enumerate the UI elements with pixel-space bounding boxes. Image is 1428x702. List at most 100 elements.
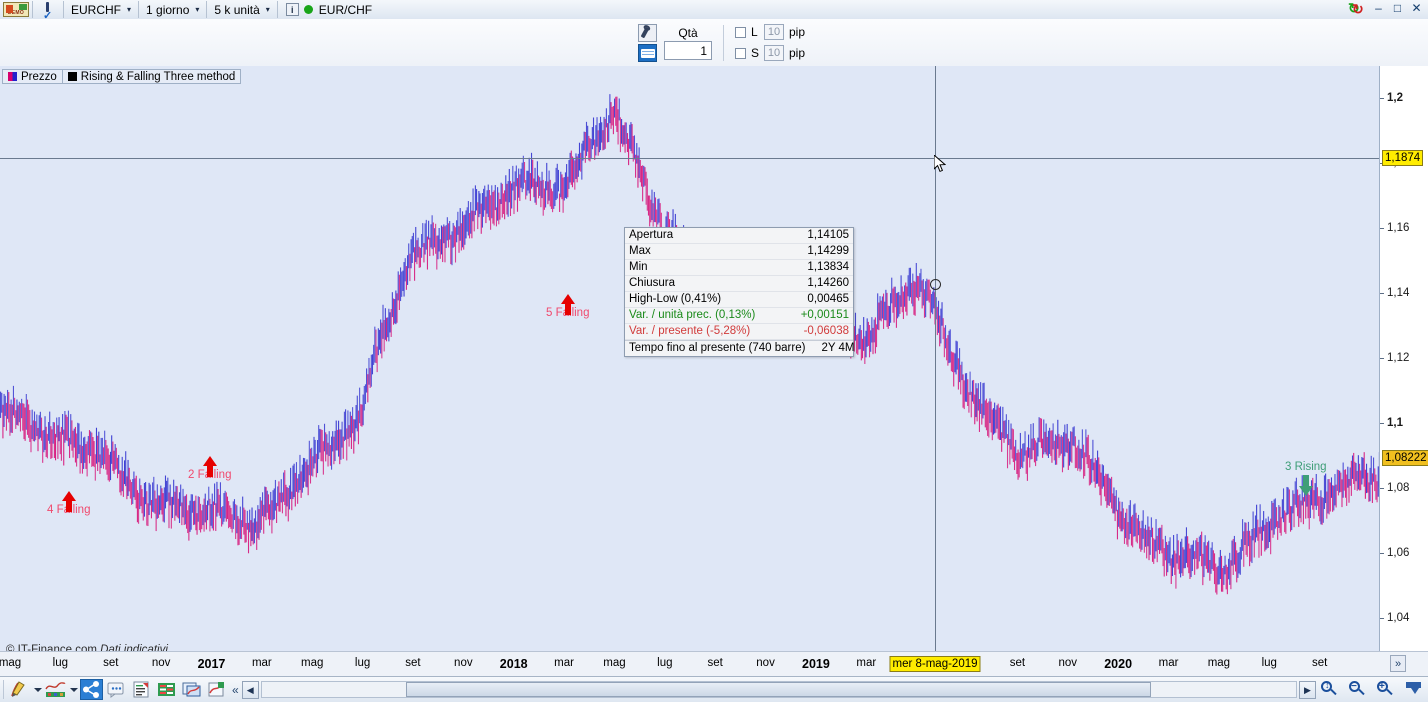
scroll-left-button[interactable]: ◀ (241, 680, 259, 699)
legend-label: Prezzo (21, 70, 57, 83)
quantity-input[interactable]: 1 (664, 40, 712, 60)
tooltip-row: Min 1,13834 (625, 260, 853, 276)
window-controls: ↻ ↻ – □ ✕ (1348, 1, 1426, 17)
units-label: 5 k unità (214, 2, 260, 17)
instrument-label: EUR/CHF (318, 2, 373, 17)
crosshair-vertical-line (935, 66, 936, 651)
price-tick-label: 1,1 (1387, 417, 1403, 430)
timeframe-label: 1 giorno (146, 2, 190, 17)
stop-short-input[interactable]: 10 (764, 45, 784, 61)
legend-item-price[interactable]: Prezzo (2, 69, 63, 84)
order-icon-group (638, 23, 657, 62)
units-selector[interactable]: 5 k unità ▾ (210, 1, 273, 18)
maximize-button[interactable]: □ (1393, 1, 1402, 15)
price-tick-label: 1,16 (1387, 222, 1410, 235)
wrench-icon[interactable] (638, 23, 657, 42)
price-tick-label: 1,06 (1387, 547, 1410, 560)
mouse-cursor-icon (934, 155, 946, 173)
price-tick-label: 1,08 (1387, 482, 1410, 495)
pen-stem (46, 2, 49, 12)
stop-long-checkbox[interactable] (735, 26, 746, 38)
stop-short-checkbox[interactable] (735, 47, 746, 59)
comment-icon[interactable] (105, 679, 128, 700)
tooltip-row: Max 1,14299 (625, 244, 853, 260)
crosshair-horizontal-line (0, 158, 1380, 159)
price-plot[interactable] (0, 66, 1380, 651)
date-month-label: set (1009, 657, 1026, 669)
date-month-label: mar (251, 657, 272, 669)
share-icon[interactable] (80, 679, 103, 700)
last-price-badge: 1,08222 (1382, 450, 1428, 466)
date-month-label: lug (52, 657, 69, 669)
date-month-label: nov (756, 657, 775, 669)
tooltip-key: High-Low (0,41%) (629, 293, 722, 305)
tooltip-value: 1,13834 (807, 261, 849, 273)
keyboard-icon[interactable] (638, 43, 657, 62)
marker-falling-4: 4 Falling (47, 491, 90, 516)
signature-check-icon[interactable]: ✓ (38, 1, 58, 22)
stop-short-letter: S (751, 46, 760, 60)
date-month-label: mag (0, 657, 22, 669)
tooltip-value: +0,00151 (800, 309, 849, 321)
tooltip-key: Chiusura (629, 277, 676, 289)
arrow-down-icon (1298, 475, 1313, 496)
chevron-down-icon: ▾ (127, 5, 132, 14)
refresh-icon[interactable]: ↻ ↻ (1348, 1, 1365, 17)
stop-long-input[interactable]: 10 (764, 24, 784, 40)
indicator-dropdown[interactable] (68, 679, 79, 700)
tooltip-row: Apertura 1,14105 (625, 228, 853, 244)
marker-label: 3 Rising (1285, 461, 1327, 473)
date-year-label: 2020 (1104, 657, 1133, 671)
indicator-icon[interactable] (44, 679, 67, 700)
crosshair-point-marker (930, 279, 941, 290)
tooltip-key: Min (629, 261, 648, 273)
scroll-prev-button[interactable]: « (232, 682, 239, 697)
date-month-label: lug (354, 657, 371, 669)
arrow-up-icon (560, 294, 575, 315)
zoom-out-icon[interactable]: − (1346, 679, 1370, 700)
minimize-button[interactable]: – (1375, 1, 1382, 15)
draw-tool-icon[interactable] (8, 679, 31, 700)
tooltip-row: High-Low (0,41%) 0,00465 (625, 292, 853, 308)
price-tick-label: 1,14 (1387, 287, 1410, 300)
date-month-label: mar (856, 657, 877, 669)
window-icon[interactable] (180, 679, 203, 700)
marker-falling-2: 2 Falling (188, 456, 231, 481)
price-tick (1380, 358, 1384, 360)
download-icon[interactable] (1402, 679, 1426, 700)
draw-tool-dropdown[interactable] (32, 679, 43, 700)
zoom-in-icon[interactable]: + (1374, 679, 1398, 700)
symbol-selector[interactable]: EURCHF ▾ (67, 1, 135, 18)
price-series-svg (0, 94, 1380, 595)
date-axis[interactable]: mag lug set nov 2017 mar mag lug set nov 2018 mar ma… (0, 651, 1428, 677)
close-button[interactable]: ✕ (1411, 1, 1422, 15)
stop-long-row: L 10 pip (735, 24, 805, 40)
tooltip-value: 1,14105 (807, 229, 849, 241)
price-tick (1380, 618, 1384, 620)
scrollbar-thumb[interactable] (406, 682, 1152, 697)
scroll-right-button[interactable]: ▶ (1299, 680, 1316, 699)
price-tick-label: 1,04 (1387, 612, 1410, 625)
marker-falling-5: 5 Falling (546, 294, 589, 319)
date-scroll-more-button[interactable]: » (1390, 655, 1406, 672)
timeframe-selector[interactable]: 1 giorno ▾ (142, 1, 203, 18)
list-icon[interactable] (130, 679, 153, 700)
order-entry-bar: Qtà 1 L 10 pip S 10 pip (0, 19, 1428, 67)
status-dot-icon (303, 5, 313, 14)
price-tick-label: 1,12 (1387, 352, 1410, 365)
tooltip-value: 2Y 4M (821, 342, 855, 354)
zoom-out-symbol: − (1351, 681, 1357, 692)
refresh-arrow-red: ↻ (1352, 1, 1364, 17)
data-table-icon[interactable] (155, 679, 178, 700)
compare-icon[interactable] (205, 679, 228, 700)
date-month-label: lug (1261, 657, 1277, 669)
chart-area[interactable]: Prezzo Rising & Falling Three method 4 F… (0, 66, 1428, 677)
price-axis[interactable]: 1,21,181,161,141,121,11,081,061,04 1,187… (1379, 66, 1428, 651)
order-controls: Qtà 1 L 10 pip S 10 pip (638, 19, 805, 66)
horizontal-scrollbar[interactable] (260, 681, 1297, 698)
info-icon[interactable]: i (285, 3, 299, 16)
legend-item-indicator[interactable]: Rising & Falling Three method (61, 69, 242, 84)
stop-short-unit: pip (789, 46, 806, 60)
zoom-fit-icon[interactable]: ↕ (1318, 679, 1342, 700)
